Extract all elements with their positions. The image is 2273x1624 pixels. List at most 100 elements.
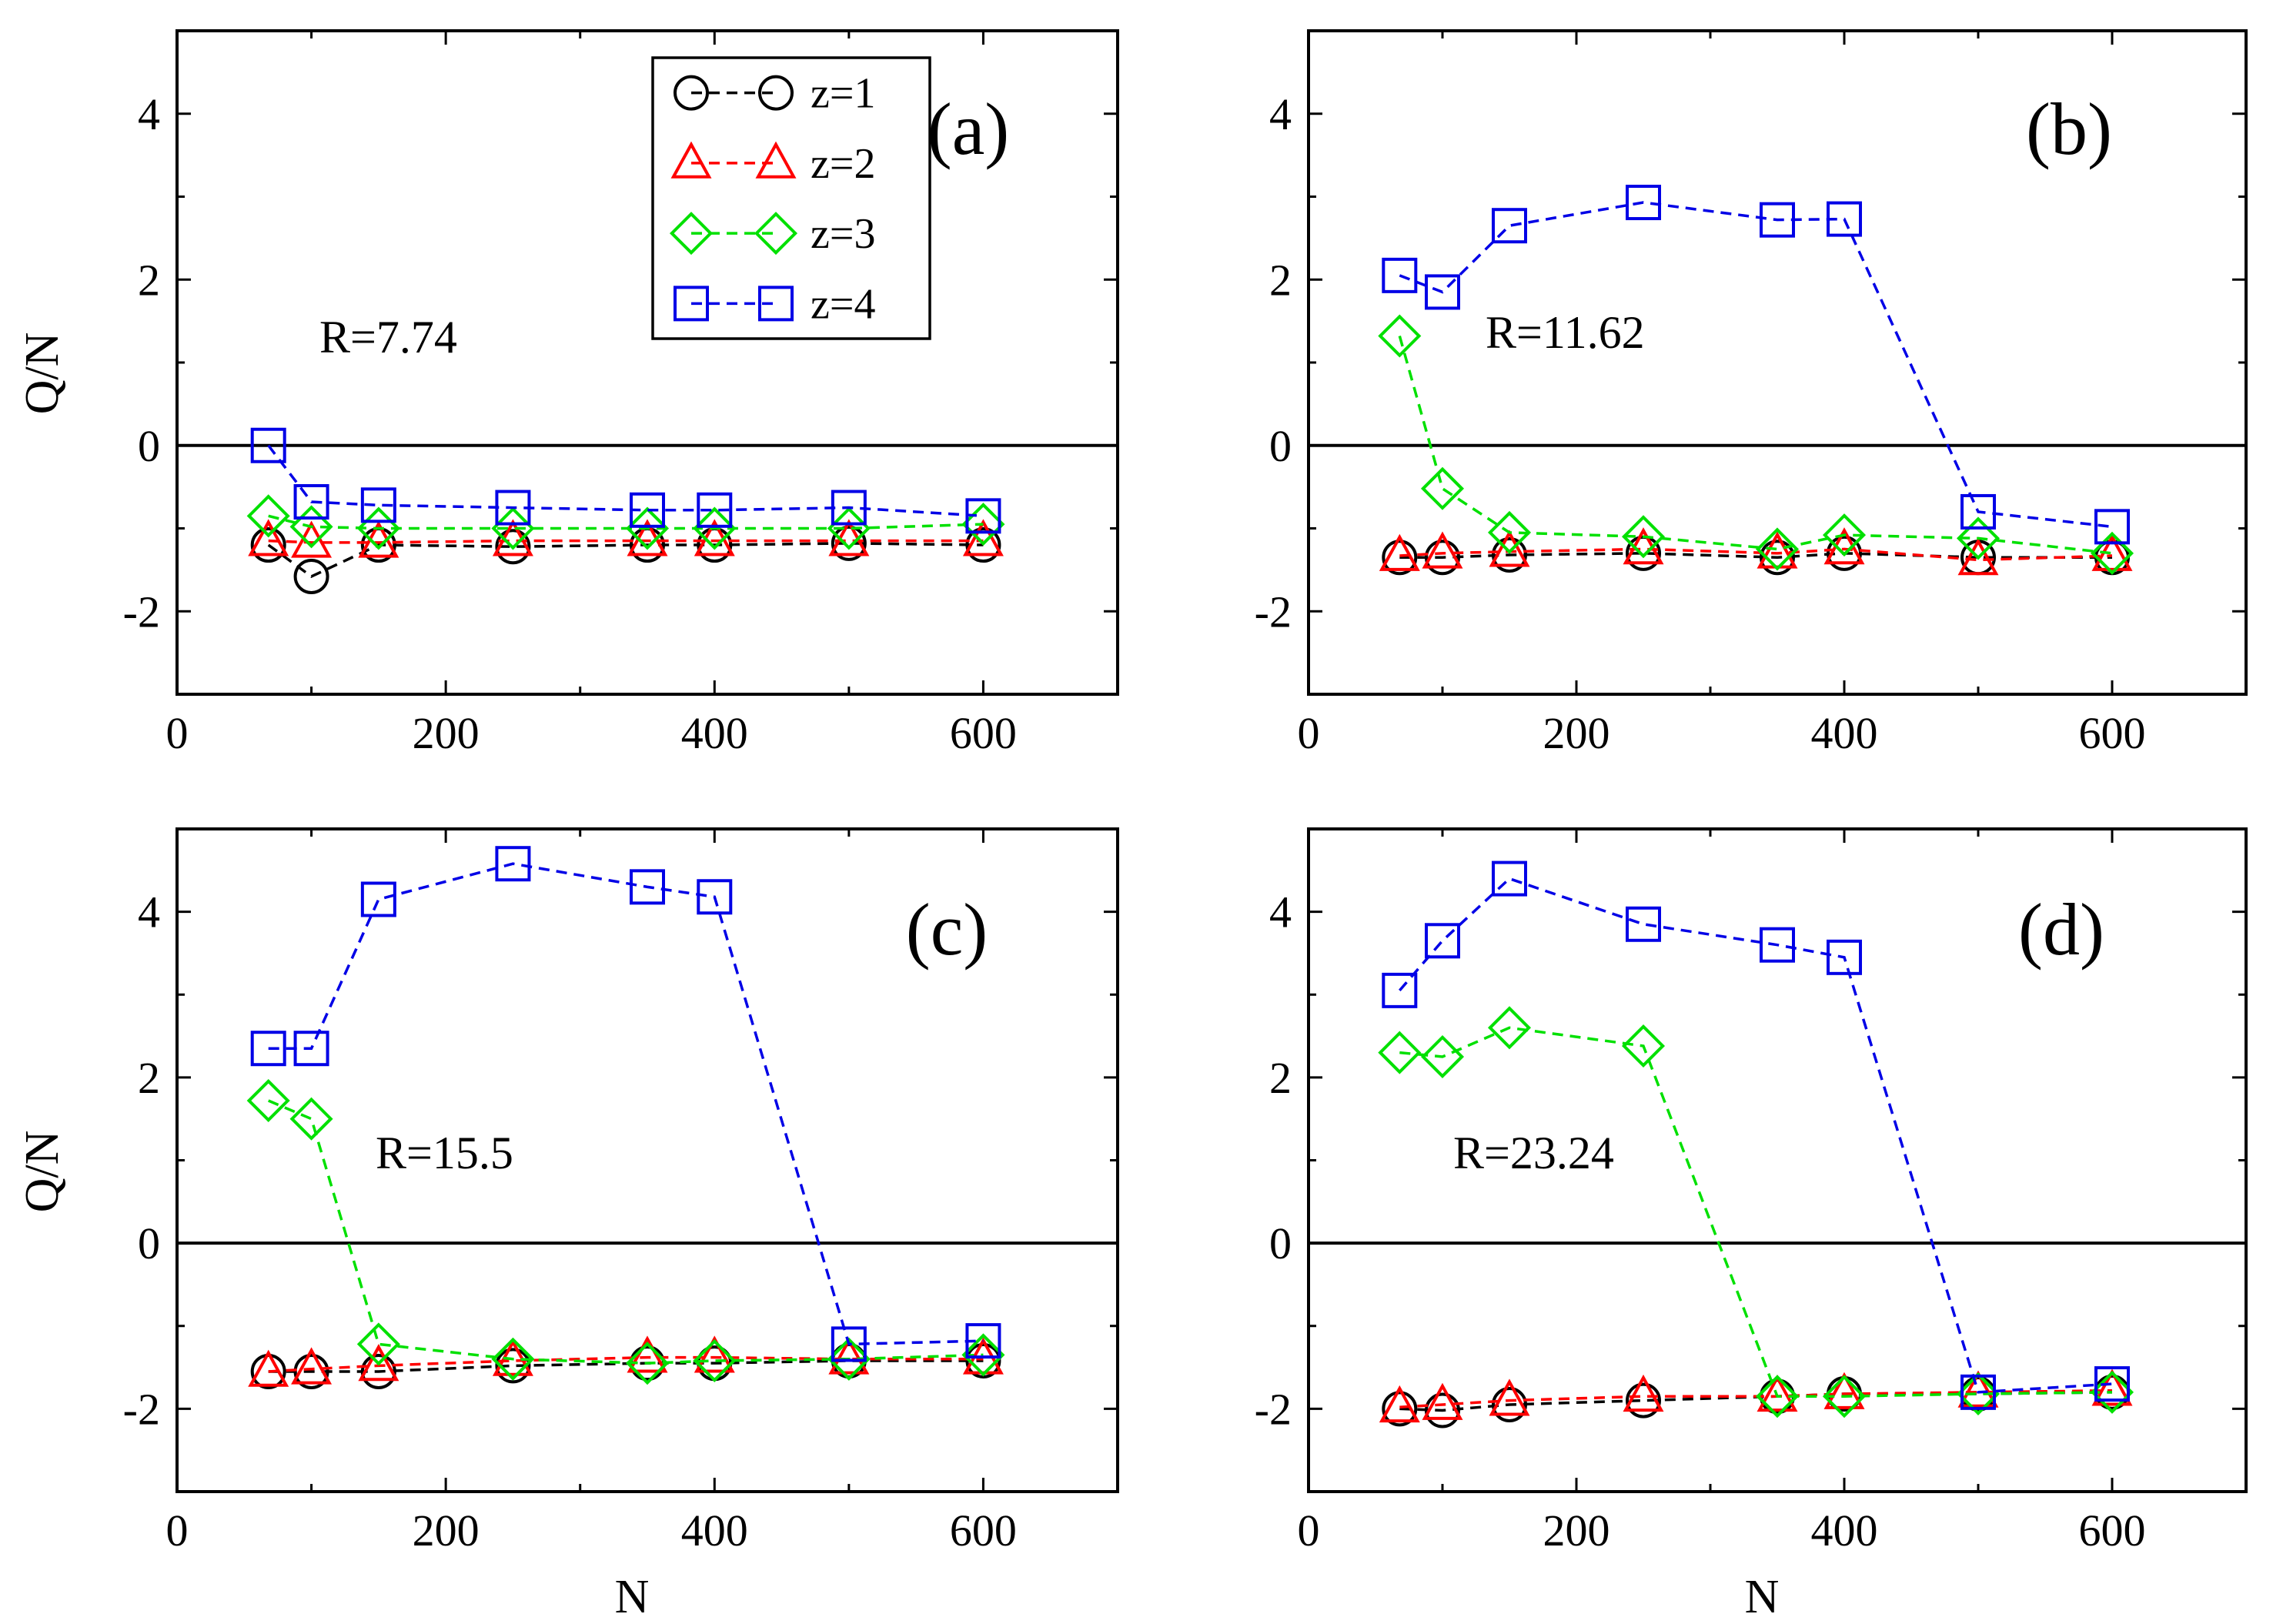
series-line (267, 542, 984, 579)
data-point (1487, 510, 1532, 554)
series-line (268, 862, 984, 1346)
data-point (693, 1338, 737, 1382)
data-point (1822, 1375, 1867, 1418)
data-point (1378, 314, 1422, 358)
x-tick-label: 200 (413, 708, 480, 758)
legend-marker (758, 75, 794, 111)
data-point (965, 1342, 1001, 1378)
data-point (291, 520, 333, 558)
data-point (630, 869, 665, 905)
data-point (694, 1335, 735, 1373)
data-point (1382, 1391, 1418, 1427)
data-point (1489, 1378, 1530, 1416)
y-tick-label: -2 (123, 1384, 160, 1434)
data-point (965, 498, 1001, 534)
data-point (1382, 257, 1418, 293)
data-point (1823, 1372, 1865, 1409)
legend-label: z=3 (811, 210, 875, 258)
y-tick-label: 2 (1269, 1053, 1292, 1103)
data-point (491, 506, 535, 550)
legend-entry: z=2 (670, 140, 875, 188)
data-point (246, 494, 290, 538)
data-point (2091, 1368, 2133, 1406)
data-point (360, 881, 396, 917)
y-tick-label: 4 (138, 89, 160, 139)
data-point (1957, 1370, 1999, 1408)
panel-label: (c) (906, 888, 988, 971)
legend: z=1 z=2 z=3 z=4 (651, 56, 931, 340)
data-point (627, 1335, 668, 1373)
data-point (250, 1031, 286, 1067)
series-line (1399, 201, 2113, 529)
y-tick-label: 0 (138, 1218, 160, 1268)
x-axis-title: N (1745, 1571, 1780, 1623)
data-point (1422, 1382, 1463, 1420)
data-point (1382, 540, 1418, 576)
data-point (697, 492, 733, 528)
series-z=4 (1382, 860, 2130, 1410)
data-point (1626, 1382, 1661, 1418)
data-point (1492, 860, 1527, 897)
y-axis-title: Q/N (16, 332, 69, 415)
y-tick-label: 4 (138, 887, 160, 937)
data-point (1425, 540, 1460, 576)
data-point (1425, 274, 1460, 310)
data-point (1757, 531, 1798, 569)
data-point (625, 506, 670, 550)
series-line (268, 539, 984, 544)
data-point (831, 525, 867, 561)
radius-annotation: R=23.24 (1453, 1128, 1614, 1178)
x-tick-label: 200 (1543, 1505, 1610, 1555)
legend-entry: z=3 (669, 210, 875, 258)
series-line (268, 1099, 984, 1365)
y-tick-label: -2 (1255, 586, 1292, 637)
plot-frame (175, 827, 1119, 1493)
series-z=4 (250, 846, 1001, 1362)
x-tick-label: 600 (2079, 1505, 2146, 1555)
data-point (1621, 1024, 1666, 1068)
data-point (289, 1097, 333, 1141)
plot-frame (175, 29, 1119, 696)
data-point (828, 1337, 870, 1375)
data-point (2094, 1366, 2130, 1402)
data-point (248, 1349, 289, 1387)
legend-label: z=2 (811, 140, 875, 188)
data-point (1492, 208, 1527, 244)
series-line (1399, 1026, 2113, 1398)
series-z=3 (1378, 314, 2134, 575)
data-point (1956, 1372, 2001, 1416)
y-tick-label: -2 (1255, 1384, 1292, 1434)
legend-marker (754, 212, 798, 256)
x-tick-label: 400 (681, 708, 748, 758)
x-tick-label: 200 (413, 1505, 480, 1555)
legend-entry: z=1 (674, 70, 875, 118)
series-z=2 (1379, 1368, 2133, 1423)
series-z=3 (1378, 1006, 2134, 1418)
legend-marker (755, 141, 797, 179)
data-point (1425, 923, 1460, 959)
y-tick-label: 2 (138, 255, 160, 305)
legend-label: z=4 (811, 280, 875, 328)
data-point (360, 1353, 396, 1389)
data-point (1422, 531, 1463, 569)
y-tick-label: 0 (1269, 1218, 1292, 1268)
data-point (693, 506, 737, 550)
data-point (1379, 1385, 1420, 1423)
data-point (495, 529, 531, 565)
data-point (246, 1078, 290, 1123)
data-point (625, 1342, 670, 1385)
data-point (1378, 1031, 1422, 1074)
data-point (697, 879, 733, 915)
data-point (1827, 939, 1862, 975)
data-point (831, 1326, 867, 1362)
data-point (961, 503, 1005, 546)
data-point (1760, 202, 1795, 238)
x-tick-label: 0 (1298, 708, 1320, 758)
data-point (495, 846, 531, 882)
data-point (1487, 1006, 1532, 1050)
data-point (1956, 516, 2001, 560)
series-z=1 (250, 525, 1001, 594)
x-axis-title: N (615, 1571, 650, 1623)
x-tick-label: 200 (1543, 708, 1610, 758)
